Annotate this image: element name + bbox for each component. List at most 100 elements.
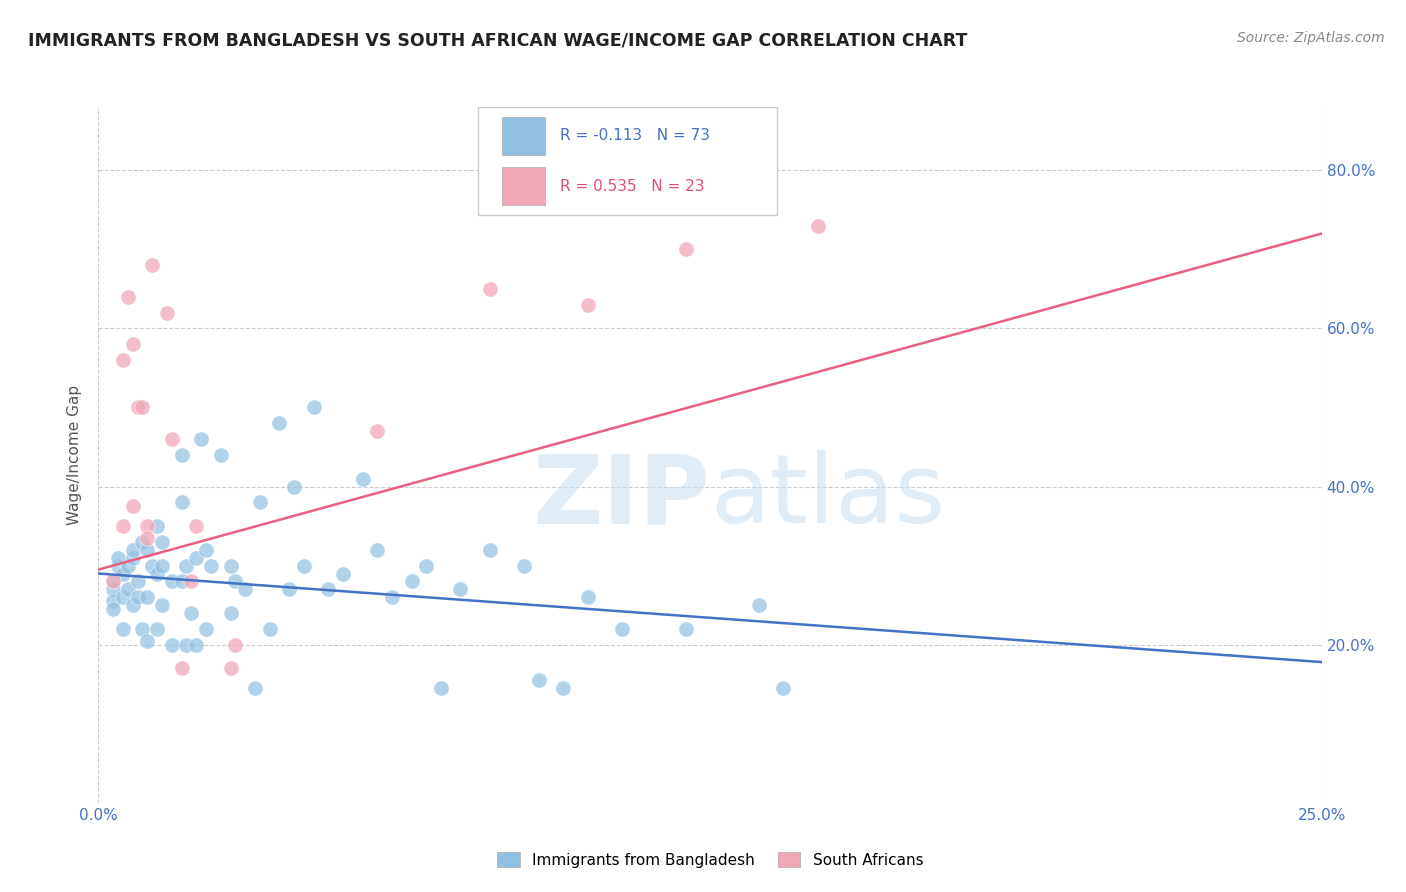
- Point: [146, 519, 169, 533]
- Text: R = -0.113   N = 73: R = -0.113 N = 73: [560, 128, 710, 144]
- Point: [219, 606, 242, 620]
- Point: [401, 574, 423, 589]
- Point: [131, 401, 153, 415]
- Point: [269, 417, 291, 431]
- Point: [278, 582, 301, 597]
- Point: [127, 591, 149, 605]
- Point: [259, 622, 281, 636]
- Point: [243, 681, 266, 695]
- Text: R = 0.535   N = 23: R = 0.535 N = 23: [560, 178, 704, 194]
- Point: [180, 574, 202, 589]
- Point: [136, 542, 159, 557]
- Point: [111, 353, 134, 368]
- Point: [156, 305, 179, 319]
- Point: [136, 519, 159, 533]
- Point: [111, 622, 134, 636]
- Point: [366, 424, 388, 438]
- Point: [675, 622, 697, 636]
- Point: [450, 582, 472, 597]
- Point: [170, 495, 193, 509]
- Point: [675, 243, 697, 257]
- Point: [318, 582, 340, 597]
- Point: [332, 566, 354, 581]
- Point: [117, 582, 139, 597]
- Y-axis label: Wage/Income Gap: Wage/Income Gap: [67, 384, 83, 525]
- Point: [180, 606, 202, 620]
- Point: [101, 582, 124, 597]
- Point: [170, 661, 193, 675]
- Point: [136, 633, 159, 648]
- Point: [195, 542, 218, 557]
- Point: [127, 574, 149, 589]
- Point: [209, 448, 232, 462]
- Point: [170, 574, 193, 589]
- Point: [117, 558, 139, 573]
- Point: [219, 661, 242, 675]
- Text: Source: ZipAtlas.com: Source: ZipAtlas.com: [1237, 31, 1385, 45]
- Legend: Immigrants from Bangladesh, South Africans: Immigrants from Bangladesh, South Africa…: [489, 845, 931, 875]
- Point: [101, 574, 124, 589]
- Point: [111, 566, 134, 581]
- Point: [107, 550, 129, 565]
- Point: [101, 602, 124, 616]
- Point: [610, 622, 633, 636]
- Point: [186, 519, 208, 533]
- Point: [176, 638, 198, 652]
- Point: [150, 598, 173, 612]
- Point: [121, 500, 143, 514]
- Point: [249, 495, 271, 509]
- Point: [160, 574, 183, 589]
- Point: [430, 681, 453, 695]
- Point: [352, 472, 374, 486]
- Point: [141, 258, 163, 272]
- Point: [160, 638, 183, 652]
- Point: [513, 558, 536, 573]
- Point: [127, 401, 149, 415]
- Point: [292, 558, 315, 573]
- Point: [283, 479, 305, 493]
- Point: [150, 534, 173, 549]
- Point: [107, 558, 129, 573]
- Bar: [502, 117, 546, 155]
- Point: [121, 337, 143, 351]
- Point: [478, 542, 501, 557]
- Point: [121, 598, 143, 612]
- Point: [748, 598, 770, 612]
- Point: [553, 681, 575, 695]
- Point: [111, 519, 134, 533]
- Point: [111, 591, 134, 605]
- Text: IMMIGRANTS FROM BANGLADESH VS SOUTH AFRICAN WAGE/INCOME GAP CORRELATION CHART: IMMIGRANTS FROM BANGLADESH VS SOUTH AFRI…: [28, 31, 967, 49]
- Point: [415, 558, 437, 573]
- Point: [146, 622, 169, 636]
- Point: [117, 290, 139, 304]
- Point: [200, 558, 222, 573]
- Point: [302, 401, 325, 415]
- Point: [772, 681, 794, 695]
- Point: [478, 282, 501, 296]
- Point: [160, 432, 183, 446]
- Point: [101, 594, 124, 608]
- Point: [101, 574, 124, 589]
- Point: [141, 558, 163, 573]
- Text: atlas: atlas: [710, 450, 945, 543]
- Point: [121, 550, 143, 565]
- Point: [233, 582, 256, 597]
- Point: [219, 558, 242, 573]
- Point: [190, 432, 212, 446]
- Point: [131, 534, 153, 549]
- Point: [186, 550, 208, 565]
- Point: [186, 638, 208, 652]
- Point: [146, 566, 169, 581]
- Point: [136, 591, 159, 605]
- Point: [576, 591, 599, 605]
- Point: [195, 622, 218, 636]
- Point: [150, 558, 173, 573]
- Point: [224, 574, 246, 589]
- Point: [381, 591, 404, 605]
- Point: [807, 219, 830, 233]
- Point: [121, 542, 143, 557]
- Point: [131, 622, 153, 636]
- FancyBboxPatch shape: [478, 107, 778, 215]
- Point: [170, 448, 193, 462]
- Point: [176, 558, 198, 573]
